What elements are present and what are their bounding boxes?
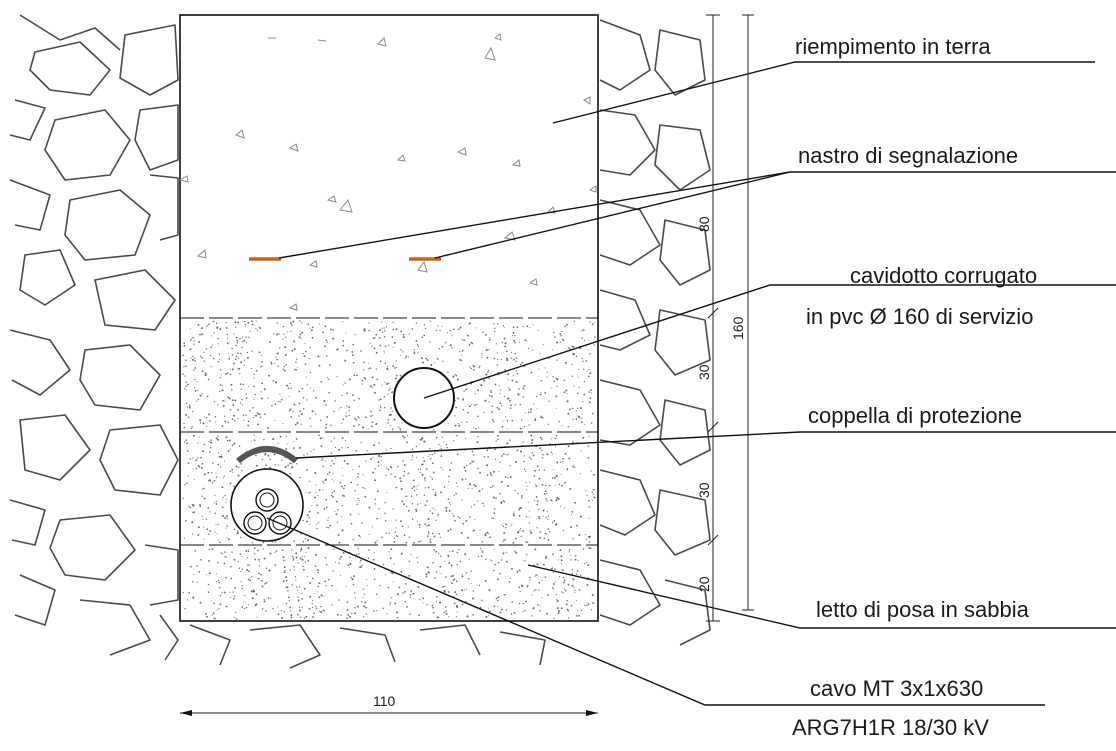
label-warning-tape: nastro di segnalazione xyxy=(798,143,1018,168)
protective-cover-coppella xyxy=(236,446,298,464)
earth-fill-marks xyxy=(178,33,597,311)
label-earth-fill: riempimento in terra xyxy=(795,34,991,59)
dimension-trench-width: 110 xyxy=(373,693,396,709)
right-rock-hatching xyxy=(599,19,711,646)
label-cable-line2: ARG7H1R 18/30 kV xyxy=(792,715,989,740)
label-sand-bed: letto di posa in sabbia xyxy=(816,597,1030,622)
sand-bed-layer xyxy=(182,547,595,620)
mt-cable-bundle xyxy=(230,468,304,542)
dimension-fill-depth: 80 xyxy=(696,216,712,232)
dimension-upper-sand: 30 xyxy=(696,364,712,380)
vertical-dimension-layers xyxy=(706,14,720,622)
label-pvc-duct-line1: cavidotto corrugato xyxy=(850,263,1037,288)
dimension-bed: 20 xyxy=(696,576,712,592)
label-protective-cover: coppella di protezione xyxy=(808,403,1022,428)
dimension-lower-sand: 30 xyxy=(696,482,712,498)
label-pvc-duct-line2: in pvc Ø 160 di servizio xyxy=(806,304,1033,329)
label-cable-line1: cavo MT 3x1x630 xyxy=(810,676,983,701)
horizontal-dimension-width xyxy=(180,710,598,716)
leader-lines xyxy=(266,61,1116,706)
upper-sand-layer xyxy=(182,320,596,431)
dimension-total-depth: 160 xyxy=(730,316,746,340)
vertical-dimension-total xyxy=(742,14,754,611)
bottom-rock-hatching xyxy=(189,624,546,669)
left-rock-hatching xyxy=(9,14,179,661)
